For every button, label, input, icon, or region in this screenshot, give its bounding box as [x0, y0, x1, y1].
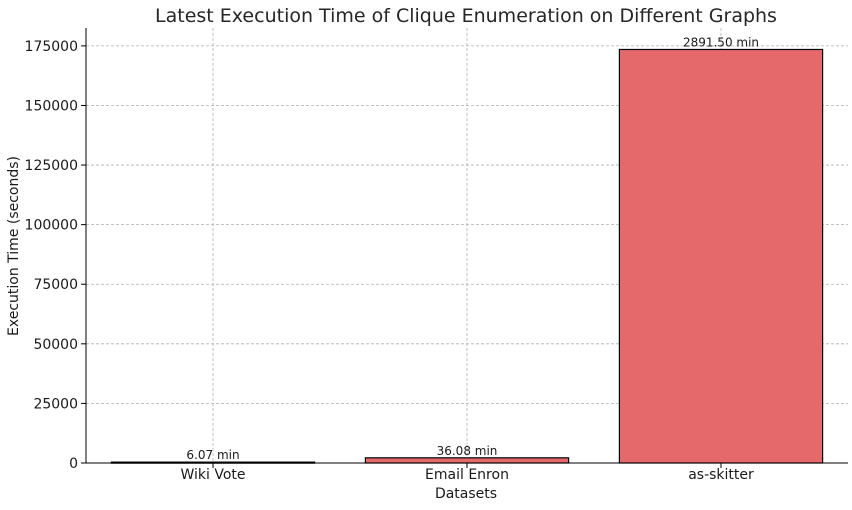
x-tick-label-2: as-skitter — [688, 467, 754, 483]
x-axis-label: Datasets — [435, 486, 497, 502]
bars — [110, 48, 824, 464]
data-label-1: 36.08 min — [437, 444, 498, 458]
data-label-0: 6.07 min — [186, 448, 239, 462]
x-tick-label-1: Email Enron — [425, 467, 509, 483]
y-tick-label-5: 125000 — [25, 158, 78, 174]
chart-title: Latest Execution Time of Clique Enumerat… — [155, 5, 777, 27]
data-label-2: 2891.50 min — [683, 35, 759, 49]
bar-2 — [618, 48, 824, 464]
y-tick-label-7: 175000 — [25, 39, 78, 55]
data-labels: 6.07 min 36.08 min 2891.50 min — [186, 35, 759, 462]
axes: 0 25000 50000 75000 100000 125000 150000 175000… — [25, 28, 848, 483]
y-tick-label-6: 150000 — [25, 98, 78, 114]
y-tick-label-3: 75000 — [33, 277, 78, 293]
y-tick-label-4: 100000 — [25, 218, 78, 234]
x-tick-label-0: Wiki Vote — [180, 467, 245, 483]
bar-1 — [364, 457, 570, 464]
y-tick-label-1: 25000 — [33, 396, 78, 412]
y-tick-label-2: 50000 — [33, 337, 78, 353]
y-tick-label-0: 0 — [69, 456, 78, 472]
y-axis-label: Execution Time (seconds) — [6, 156, 22, 336]
